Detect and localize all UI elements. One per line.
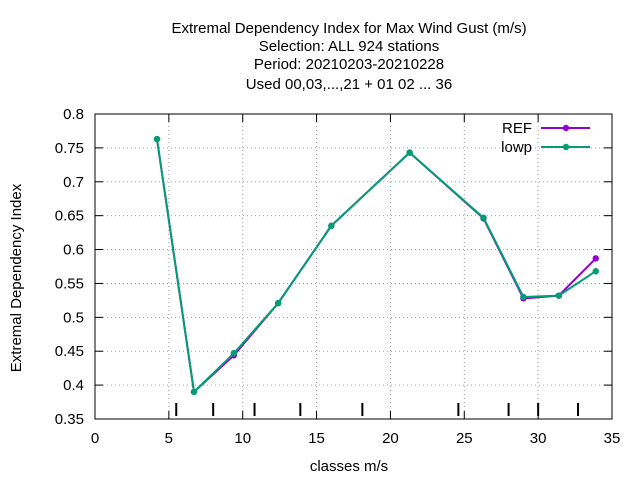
x-tick-label: 35 [604,430,621,447]
class-markers [175,403,580,416]
data-point-ref [592,255,599,262]
data-point-lowp [153,135,161,143]
chart-title-line-4: Used 00,03,...,21 + 01 02 ... 36 [246,76,452,93]
x-tick-label: 0 [91,430,99,447]
data-point-lowp [520,293,527,301]
x-tick-label: 15 [308,430,325,447]
data-point-lowp [230,350,238,357]
y-tick-label: 0.75 [55,140,84,157]
series-group [153,135,599,396]
x-tick-label: 10 [234,430,251,447]
y-tick-label: 0.45 [55,343,84,360]
chart-title-line-3: Period: 20210203-20210228 [254,56,444,73]
chart-title-line-1: Extremal Dependency Index for Max Wind G… [171,20,526,37]
legend-label-lowp: lowp [501,139,532,156]
y-tick-label: 0.35 [55,411,84,428]
axis-ticks: 0.35 0.4 0.45 0.5 0.55 0.6 0.65 0.7 0.75 0.8 0 5 10 1… [55,106,621,447]
legend-marker-lowp [562,143,570,151]
legend: REF lowp [501,120,590,156]
y-axis-label: Extremal Dependency Index [8,183,25,372]
data-point-lowp [274,299,282,307]
y-tick-label: 0.55 [55,275,84,292]
series-line-lowp [156,138,597,394]
data-point-lowp [592,268,599,275]
legend-marker-ref [562,124,570,132]
x-tick-label: 5 [165,430,173,447]
chart-title-line-2: Selection: ALL 924 stations [259,38,439,55]
legend-label-ref: REF [502,120,532,137]
y-tick-label: 0.8 [63,106,84,123]
grid [95,114,612,419]
data-point-lowp [406,149,413,156]
data-point-lowp [328,222,335,230]
data-point-lowp [555,292,563,299]
y-tick-label: 0.6 [63,242,84,259]
series-line-ref [156,138,597,394]
plot-frame [94,113,613,420]
data-point-lowp [480,214,487,221]
x-axis-label: classes m/s [310,458,388,475]
x-tick-label: 20 [382,430,399,447]
data-point-lowp [190,388,198,396]
y-tick-label: 0.4 [63,377,84,394]
x-tick-label: 30 [530,430,547,447]
x-tick-label: 25 [456,430,473,447]
y-tick-label: 0.5 [63,309,84,326]
y-tick-label: 0.7 [63,174,84,191]
y-tick-label: 0.65 [55,208,84,225]
